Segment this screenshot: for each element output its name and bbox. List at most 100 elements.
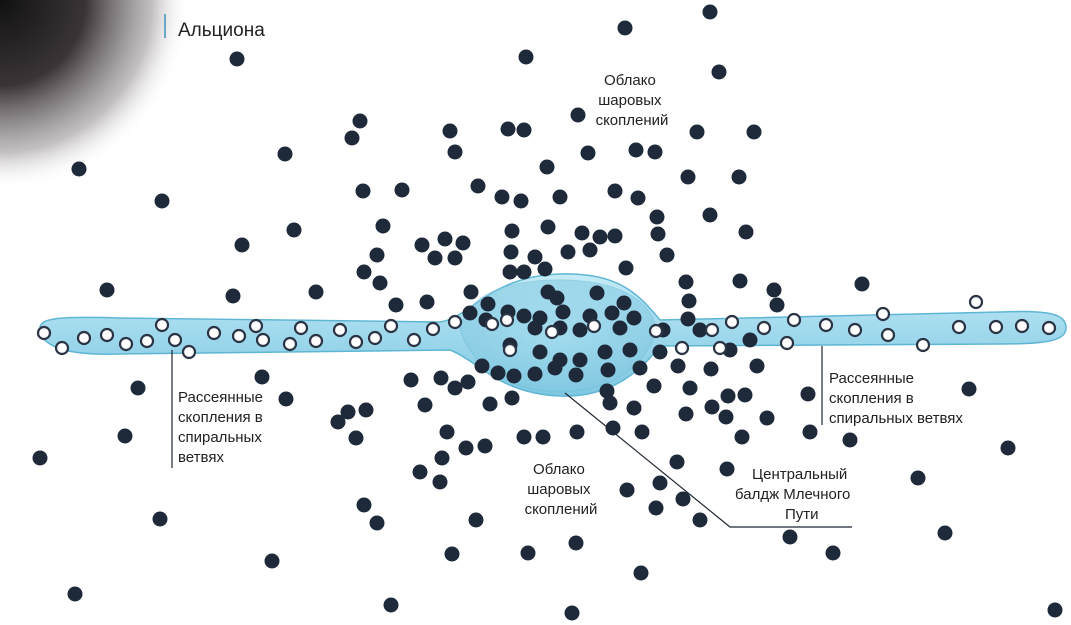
open-cluster-ring: [951, 319, 967, 335]
open-cluster-ring: [308, 333, 324, 349]
globular-cluster-dot: [516, 264, 532, 280]
globular-cluster-dot: [800, 386, 816, 402]
open-clusters: [36, 294, 1057, 360]
label-line: шаровых: [598, 92, 662, 109]
globular-cluster-dot: [277, 146, 293, 162]
label-line: Рассеянные: [178, 389, 263, 406]
open-cluster-ring: [499, 312, 515, 328]
globular-cluster-dot: [470, 178, 486, 194]
globular-cluster-dot: [632, 360, 648, 376]
open-cluster-ring: [293, 320, 309, 336]
globular-cluster-dot: [616, 295, 632, 311]
globular-cluster-dot: [358, 402, 374, 418]
globular-cluster-dot: [1047, 602, 1063, 618]
globular-cluster-dot: [442, 123, 458, 139]
open-cluster-ring: [586, 318, 602, 334]
label-line: спиральных ветвях: [829, 410, 963, 427]
globular-cluster-dot: [414, 237, 430, 253]
globular-cluster-dot: [734, 429, 750, 445]
open-cluster-ring: [348, 334, 364, 350]
globular-cluster-dot: [494, 189, 510, 205]
globular-cluster-dot: [462, 305, 478, 321]
globular-cluster-dot: [692, 322, 708, 338]
globular-cluster-dot: [482, 396, 498, 412]
globular-cluster-dot: [474, 358, 490, 374]
globular-cluster-dot: [348, 430, 364, 446]
globular-cluster-dot: [681, 293, 697, 309]
globular-cluster-dot: [599, 383, 615, 399]
open-cluster-ring: [76, 330, 92, 346]
open-cluster-ring: [255, 332, 271, 348]
globular-cluster-dot: [749, 358, 765, 374]
globular-cluster-dot: [589, 285, 605, 301]
globular-cluster-dot: [678, 274, 694, 290]
globular-cluster-dot: [607, 228, 623, 244]
globular-cluster-dot: [555, 304, 571, 320]
globular-cluster-dot: [634, 424, 650, 440]
open-cluster-ring: [99, 327, 115, 343]
globular-cluster-dot: [369, 247, 385, 263]
globular-cluster-dot: [463, 284, 479, 300]
globular-cluster-dot: [618, 260, 634, 276]
globular-cluster-dot: [540, 219, 556, 235]
globular-cluster-dot: [605, 420, 621, 436]
globular-cluster-dot: [626, 310, 642, 326]
globular-cluster-dot: [746, 124, 762, 140]
open-cluster-ring: [484, 316, 500, 332]
globular-cluster-dot: [444, 546, 460, 562]
open-cluster-ring: [118, 336, 134, 352]
globular-cluster-dot: [568, 535, 584, 551]
label-line: скоплений: [596, 112, 669, 129]
globular-cluster-dot: [32, 450, 48, 466]
globular-cluster-dot: [352, 113, 368, 129]
label-line: балдж Млечного: [735, 486, 850, 503]
label-open-clusters-right: Рассеянные скопления в спиральных ветвях: [829, 370, 963, 427]
globular-cluster-dot: [647, 144, 663, 160]
open-cluster-ring: [447, 314, 463, 330]
globular-cluster-dot: [537, 261, 553, 277]
open-cluster-ring: [880, 327, 896, 343]
globular-cluster-dot: [648, 500, 664, 516]
globular-cluster-dot: [518, 49, 534, 65]
globular-cluster-dot: [692, 512, 708, 528]
globular-cluster-dot: [646, 378, 662, 394]
globular-cluster-dot: [229, 51, 245, 67]
globular-cluster-dot: [458, 440, 474, 456]
open-cluster-ring: [282, 336, 298, 352]
label-line: спиральных: [178, 429, 262, 446]
globular-cluster-dot: [427, 250, 443, 266]
open-cluster-ring: [54, 340, 70, 356]
globular-cluster-dot: [564, 605, 580, 621]
globular-cluster-dot: [711, 64, 727, 80]
globular-cluster-dot: [383, 597, 399, 613]
globular-cluster-dot: [527, 249, 543, 265]
globular-cluster-dot: [369, 515, 385, 531]
open-cluster-ring: [915, 337, 931, 353]
globular-cluster-dot: [225, 288, 241, 304]
open-cluster-ring: [367, 330, 383, 346]
label-line: шаровых: [527, 481, 591, 498]
globular-cluster-dot: [344, 130, 360, 146]
open-cluster-ring: [756, 320, 772, 336]
globular-cluster-dot: [670, 358, 686, 374]
globular-cluster-dot: [568, 367, 584, 383]
globular-cluster-dot: [375, 218, 391, 234]
label-line: Пути: [785, 506, 819, 523]
corner-shadow: [0, 0, 190, 190]
globular-cluster-dot: [549, 290, 565, 306]
globular-cluster-dot: [680, 169, 696, 185]
label-line: скопления в: [178, 409, 263, 426]
globular-cluster-dot: [825, 545, 841, 561]
open-cluster-ring: [818, 317, 834, 333]
globular-cluster-dot: [419, 294, 435, 310]
globular-cluster-dot: [513, 193, 529, 209]
globular-cluster-dot: [600, 362, 616, 378]
open-cluster-ring: [704, 322, 720, 338]
globular-cluster-dot: [433, 370, 449, 386]
label-line: Рассеянные: [829, 370, 914, 387]
globular-cluster-dot: [731, 169, 747, 185]
open-cluster-ring: [383, 318, 399, 334]
open-cluster-ring: [1014, 318, 1030, 334]
label-open-clusters-left: Рассеянные скопления в спиральных ветвях: [178, 389, 267, 466]
globular-cluster-dot: [434, 450, 450, 466]
